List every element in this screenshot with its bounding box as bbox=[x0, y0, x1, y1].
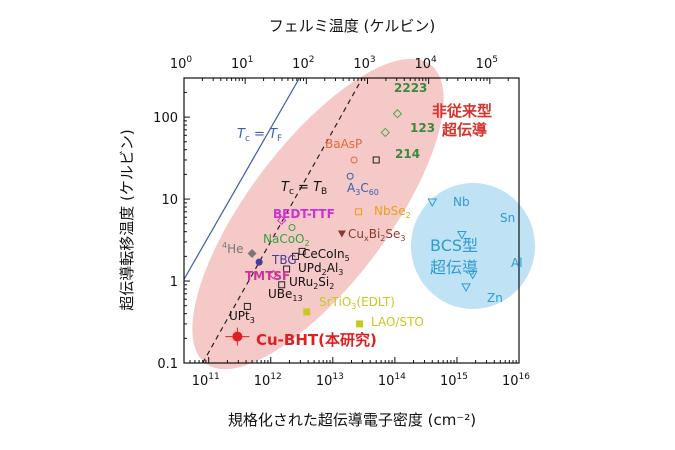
marker-nacoo2 bbox=[288, 223, 296, 231]
x-axis-title: 規格化された超伝導電子密度 (cm⁻²) bbox=[228, 411, 476, 429]
marker-cu-bht bbox=[232, 331, 243, 342]
marker-4he bbox=[247, 248, 257, 258]
marker-baasp bbox=[350, 156, 358, 164]
label-upd2al3: UPd2Al3 bbox=[298, 261, 343, 277]
label-he: 4He bbox=[222, 241, 244, 256]
label-123: 123 bbox=[410, 121, 435, 135]
top-tick-label: 101 bbox=[231, 55, 253, 72]
marker-al bbox=[467, 271, 478, 280]
y-tick-label: 1 bbox=[170, 275, 178, 290]
x-tick-label: 1016 bbox=[502, 372, 530, 389]
label-uru2si2: URu2Si2 bbox=[289, 275, 334, 291]
marker-cuxbi2se3 bbox=[337, 230, 346, 238]
label-cubise: CuxBi2Se3 bbox=[348, 227, 405, 243]
label-tbg: TBG bbox=[271, 253, 297, 267]
point-labels: Cu-BHT(本研究) UPt3 TBG TMTSF 4He UBe13 URu… bbox=[222, 81, 523, 349]
marker-nbse2 bbox=[355, 208, 363, 216]
label-tmtsf: TMTSF bbox=[245, 269, 290, 283]
label-baasp: BaAsP bbox=[325, 137, 362, 151]
x-tick-label: 1015 bbox=[440, 372, 468, 389]
marker-214 bbox=[372, 156, 380, 164]
label-2223: 2223 bbox=[394, 81, 427, 95]
bcs-label-2: 超伝導 bbox=[430, 258, 478, 277]
marker-nb bbox=[427, 198, 438, 208]
label-zn: Zn bbox=[487, 291, 503, 305]
label-srtio3: SrTiO3(EDLT) bbox=[319, 295, 395, 311]
tc-equals-tb-line bbox=[202, 78, 363, 363]
marker-2223 bbox=[392, 109, 403, 119]
unconventional-region bbox=[192, 58, 444, 370]
tb-line-label: Tc = TB bbox=[281, 180, 327, 197]
marker-lao-sto bbox=[356, 320, 364, 328]
bcs-region bbox=[411, 183, 535, 309]
marker-upd2al3 bbox=[291, 252, 299, 260]
bcs-label-1: BCS型 bbox=[430, 236, 478, 255]
reference-lines bbox=[184, 78, 363, 363]
label-214: 214 bbox=[395, 147, 420, 161]
axis-ticks: 1011 1012 1013 1014 1015 1016 0.1 1 10 100 100 101 1… bbox=[153, 55, 530, 389]
top-tick-label: 102 bbox=[292, 55, 314, 72]
label-nbse2: NbSe2 bbox=[374, 204, 411, 220]
marker-upt3 bbox=[243, 302, 251, 310]
label-al: Al bbox=[511, 256, 523, 270]
marker-sn bbox=[456, 230, 467, 240]
marker-123 bbox=[380, 127, 390, 138]
label-bedt: BEDT-TTF bbox=[273, 207, 335, 221]
top-tick-label: 105 bbox=[476, 55, 498, 72]
label-sn: Sn bbox=[500, 211, 515, 225]
x-tick-label: 1012 bbox=[254, 372, 282, 389]
y-axis-title: 超伝導転移温度 (ケルビン) bbox=[118, 129, 136, 310]
x-tick-label: 1013 bbox=[316, 372, 344, 389]
marker-a3c60 bbox=[346, 172, 354, 180]
unconventional-label-2: 超伝導 bbox=[441, 121, 487, 139]
tf-line-label: Tc = TF bbox=[237, 127, 282, 144]
marker-srtio3-edlt bbox=[303, 308, 311, 316]
label-cecoin5: CeCoIn5 bbox=[302, 247, 350, 263]
data-markers bbox=[225, 109, 478, 346]
marker-zn bbox=[461, 283, 471, 292]
label-upt3: UPt3 bbox=[229, 309, 255, 325]
unconventional-label-1: 非従来型 bbox=[432, 102, 492, 120]
marker-tbg bbox=[255, 258, 263, 266]
y-tick-label: 10 bbox=[161, 193, 178, 208]
top-tick-label: 103 bbox=[353, 55, 375, 72]
label-nacoo2: NaCoO2 bbox=[263, 232, 310, 248]
top-tick-label: 104 bbox=[415, 55, 438, 72]
label-ube13: UBe13 bbox=[268, 287, 303, 303]
marker-tmtsf bbox=[268, 269, 279, 280]
label-laosto: LAO/STO bbox=[371, 315, 424, 329]
label-cubht: Cu-BHT(本研究) bbox=[256, 331, 377, 349]
top-tick-label: 100 bbox=[170, 55, 193, 72]
x-tick-label: 1011 bbox=[192, 372, 220, 389]
label-a3c60: A3C60 bbox=[347, 181, 379, 197]
x-tick-label: 1014 bbox=[378, 372, 406, 389]
y-tick-label: 0.1 bbox=[157, 357, 178, 372]
top-axis-title: フェルミ温度 (ケルビン) bbox=[269, 17, 435, 35]
marker-uru2si2 bbox=[283, 265, 291, 273]
marker-ube13 bbox=[278, 281, 286, 289]
marker-bedt-ttf bbox=[276, 215, 287, 226]
tc-equals-tf-line bbox=[184, 78, 300, 280]
label-nb: Nb bbox=[453, 195, 470, 209]
regions-layer bbox=[192, 58, 535, 370]
y-tick-label: 100 bbox=[153, 111, 178, 126]
marker-cecoin5 bbox=[298, 247, 306, 255]
